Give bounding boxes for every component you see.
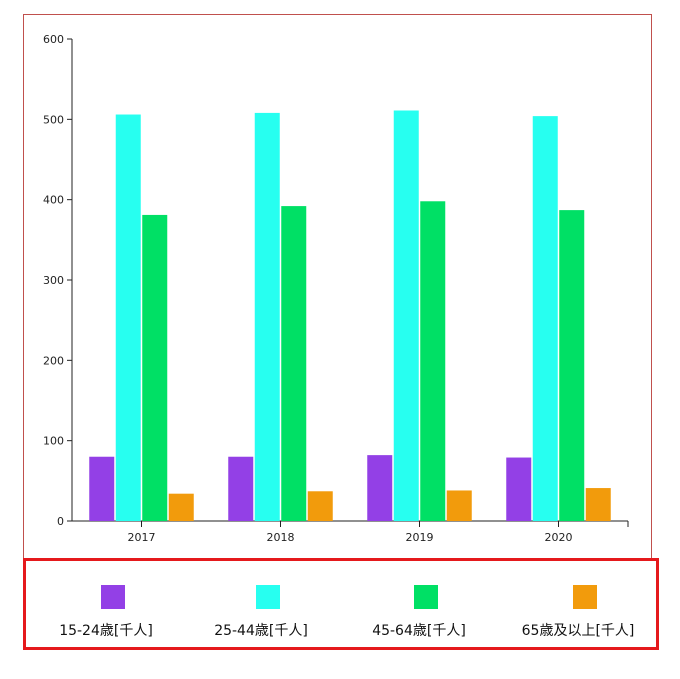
bar-chart: 0 100 200 300 400 500 600 2017 2018 2019 2020 (43, 33, 629, 544)
bar-2019-series-2[interactable] (420, 201, 446, 522)
y-tick-label: 100 (43, 435, 64, 448)
legend-swatch-25-44 (256, 585, 280, 609)
y-tick-label: 600 (43, 33, 64, 46)
x-tick-label: 2017 (128, 531, 156, 544)
bar-2018-series-3[interactable] (307, 491, 333, 521)
y-tick-label: 0 (57, 515, 64, 528)
bar-2017-series-1[interactable] (115, 114, 141, 521)
x-tick-label: 2020 (545, 531, 573, 544)
legend-swatch-65-plus (573, 585, 597, 609)
bar-2020-series-2[interactable] (559, 210, 585, 522)
x-tick-label: 2018 (267, 531, 295, 544)
legend: 15-24歳[千人] 25-44歳[千人] 45-64歳[千人] 65歳及以上[… (23, 558, 659, 650)
bar-2019-series-3[interactable] (446, 490, 472, 521)
legend-label-65-plus: 65歳及以上[千人] (521, 623, 635, 639)
bars (89, 110, 611, 522)
bar-2019-series-1[interactable] (393, 110, 419, 521)
bar-2020-series-1[interactable] (532, 116, 558, 522)
bar-2017-series-2[interactable] (142, 214, 168, 521)
legend-item-45-64[interactable]: 45-64歳[千人] (344, 585, 494, 645)
bar-2018-series-1[interactable] (254, 112, 280, 521)
y-tick-label: 200 (43, 354, 64, 367)
y-tick-label: 400 (43, 194, 64, 207)
x-axis: 2017 2018 2019 2020 (72, 520, 629, 544)
legend-label-15-24: 15-24歳[千人] (59, 623, 153, 639)
legend-swatch-15-24 (101, 585, 125, 609)
legend-item-65-plus[interactable]: 65歳及以上[千人] (503, 585, 653, 645)
bar-2018-series-0[interactable] (228, 456, 254, 521)
bar-2017-series-0[interactable] (89, 456, 115, 521)
y-axis: 0 100 200 300 400 500 600 (43, 33, 73, 528)
legend-label-45-64: 45-64歳[千人] (372, 623, 466, 639)
legend-item-25-44[interactable]: 25-44歳[千人] (186, 585, 336, 645)
bar-2017-series-3[interactable] (168, 493, 194, 521)
bar-2019-series-0[interactable] (367, 455, 393, 521)
bar-2020-series-0[interactable] (506, 457, 532, 521)
legend-swatch-45-64 (414, 585, 438, 609)
y-tick-label: 300 (43, 274, 64, 287)
bar-2018-series-2[interactable] (281, 206, 307, 522)
legend-item-15-24[interactable]: 15-24歳[千人] (31, 585, 181, 645)
bar-2020-series-3[interactable] (585, 488, 611, 521)
y-tick-label: 500 (43, 113, 64, 126)
x-tick-label: 2019 (406, 531, 434, 544)
legend-label-25-44: 25-44歳[千人] (214, 623, 308, 639)
